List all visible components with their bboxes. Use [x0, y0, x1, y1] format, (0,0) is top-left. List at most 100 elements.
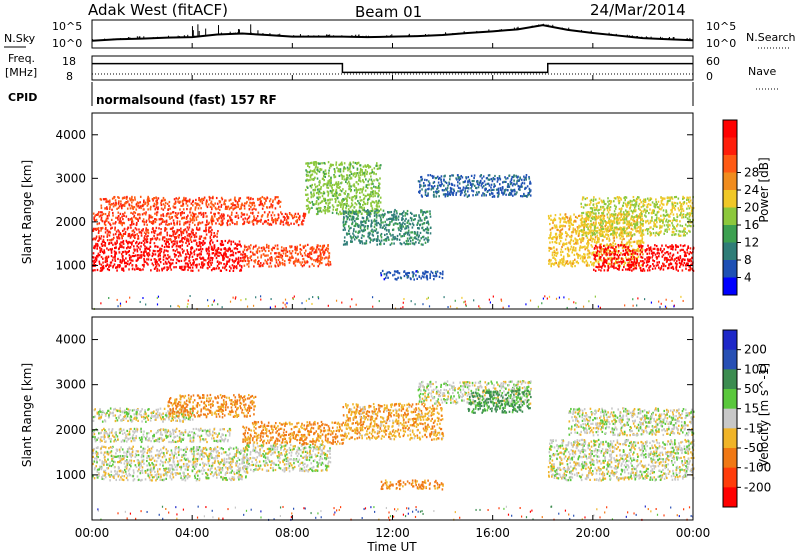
heatmap-cell: [202, 213, 205, 217]
heatmap-cell: [191, 255, 194, 258]
heatmap-cell: [217, 207, 219, 210]
heatmap-cell: [186, 262, 188, 265]
heatmap-cell: [295, 221, 298, 224]
heatmap-cell: [198, 235, 201, 238]
heatmap-cell: [223, 267, 226, 270]
heatmap-cell: [108, 264, 111, 267]
heatmap-cell: [186, 226, 189, 229]
heatmap-cell: [111, 197, 114, 200]
heatmap-cell: [112, 256, 114, 259]
heatmap-cell: [112, 233, 115, 236]
heatmap-cell: [158, 264, 161, 267]
heatmap-cell: [594, 260, 597, 263]
heatmap-cell: [431, 174, 433, 178]
heatmap-cell: [463, 180, 466, 184]
heatmap-cell: [354, 224, 357, 227]
heatmap-cell: [127, 250, 130, 254]
heatmap-cell: [115, 216, 117, 219]
heatmap-cell: [399, 225, 401, 228]
heatmap-cell: [115, 266, 117, 269]
heatmap-cell: [574, 237, 576, 240]
heatmap-cell: [565, 235, 568, 238]
heatmap-cell: [378, 199, 380, 202]
heatmap-cell: [266, 215, 269, 218]
heatmap-cell: [561, 261, 563, 265]
heatmap-cell: [181, 248, 184, 251]
heatmap-cell: [158, 269, 161, 272]
heatmap-cell: [172, 219, 175, 222]
heatmap-cell: [328, 210, 331, 213]
heatmap-cell: [280, 246, 283, 249]
heatmap-cell: [371, 200, 374, 203]
heatmap-cell: [157, 250, 160, 253]
heatmap-cell: [460, 174, 463, 178]
heatmap-cell: [399, 227, 402, 230]
heatmap-cell: [196, 253, 199, 256]
heatmap-cell: [188, 259, 190, 262]
heatmap-cell: [569, 225, 571, 228]
heatmap-cell: [580, 224, 583, 227]
heatmap-cell: [326, 184, 328, 187]
heatmap-cell: [270, 255, 273, 259]
heatmap-cell: [183, 259, 186, 262]
heatmap-cell: [620, 234, 623, 237]
heatmap-cell: [398, 238, 401, 241]
heatmap-cell: [199, 266, 202, 269]
heatmap-cell: [586, 242, 588, 245]
heatmap-cell: [248, 220, 251, 223]
heatmap-cell: [116, 266, 119, 269]
heatmap-cell: [281, 258, 284, 261]
heatmap-cell: [429, 232, 432, 235]
heatmap-cell: [158, 227, 160, 230]
heatmap-cell: [265, 199, 267, 202]
heatmap-cell: [459, 193, 462, 197]
heatmap-cell: [309, 176, 312, 179]
heatmap-cell: [126, 201, 129, 204]
heatmap-cell: [558, 233, 561, 237]
heatmap-cell: [251, 251, 254, 254]
heatmap-cell: [361, 240, 363, 243]
heatmap-cell: [351, 210, 354, 213]
heatmap-cell: [359, 167, 362, 171]
heatmap-cell: [356, 162, 358, 166]
heatmap-cell: [230, 206, 233, 209]
heatmap-cell: [322, 174, 325, 178]
heatmap-cell: [588, 252, 591, 255]
heatmap-cell: [223, 262, 225, 266]
heatmap-cell: [304, 214, 306, 217]
heatmap-cell: [337, 168, 340, 171]
heatmap-cell: [350, 205, 353, 208]
heatmap-cell: [385, 274, 388, 277]
heatmap-cell: [502, 193, 504, 196]
heatmap-cell: [358, 171, 361, 174]
heatmap-cell: [154, 229, 157, 232]
heatmap-cell: [338, 170, 341, 173]
heatmap-cell: [593, 261, 595, 264]
heatmap-cell: [206, 262, 209, 265]
heatmap-cell: [230, 240, 232, 243]
heatmap-cell: [211, 258, 214, 261]
heatmap-cell: [114, 221, 117, 224]
heatmap-cell: [560, 233, 562, 237]
heatmap-cell: [244, 217, 246, 220]
heatmap-cell: [194, 258, 197, 261]
heatmap-cell: [345, 176, 348, 180]
heatmap-cell: [106, 214, 109, 218]
heatmap-cell: [310, 196, 313, 199]
heatmap-cell: [400, 235, 402, 238]
heatmap-cell: [306, 260, 309, 264]
heatmap-cell: [319, 168, 322, 171]
heatmap-cell: [268, 265, 270, 268]
heatmap-cell: [426, 228, 428, 231]
heatmap-cell: [524, 177, 526, 180]
heatmap-cell: [371, 180, 373, 183]
heatmap-cell: [239, 250, 241, 254]
heatmap-cell: [613, 220, 615, 223]
heatmap-cell: [153, 205, 155, 208]
heatmap-cell: [563, 244, 565, 247]
heatmap-cell: [99, 250, 102, 254]
heatmap-cell: [415, 214, 417, 217]
heatmap-cell: [121, 251, 124, 254]
heatmap-cell: [550, 237, 553, 240]
heatmap-cell: [149, 208, 152, 211]
